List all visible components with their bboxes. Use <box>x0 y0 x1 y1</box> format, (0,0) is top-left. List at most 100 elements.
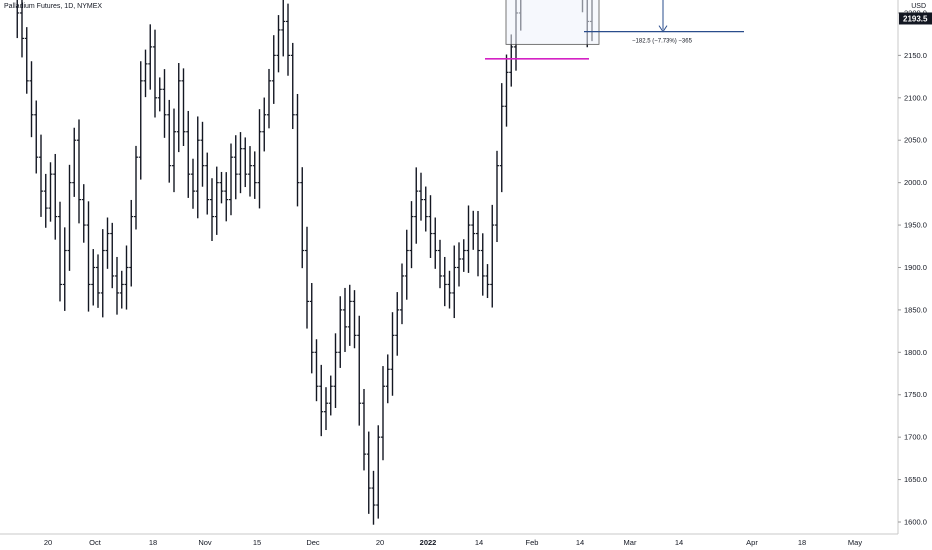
time-tick-label: Oct <box>89 538 102 547</box>
ohlc-bar <box>414 167 419 244</box>
ohlc-bar <box>153 29 157 118</box>
ohlc-bar <box>34 100 39 174</box>
ohlc-bar <box>267 68 271 129</box>
ohlc-bar <box>485 264 490 299</box>
ohlc-bar <box>134 145 138 230</box>
ohlc-bar <box>262 97 267 152</box>
ohlc-bar <box>490 204 495 308</box>
measure-down-arrowhead <box>658 25 668 33</box>
ohlc-bar <box>62 227 67 311</box>
ohlc-bar <box>210 178 214 242</box>
price-axis: 1600.0 1650.0 1700.0 1750.0 1800.0 1850.0 1900… <box>897 0 932 534</box>
ohlc-bar <box>252 151 257 199</box>
ohlc-bar <box>53 153 58 240</box>
ohlc-bar <box>376 425 381 519</box>
ohlc-bar <box>466 205 471 273</box>
ohlc-bar <box>67 164 72 271</box>
ohlc-bar <box>110 222 115 289</box>
ohlc-bar <box>20 0 24 58</box>
ohlc-bar <box>390 312 395 396</box>
price-tick-label: 2100.0 <box>904 93 927 102</box>
ohlc-bar <box>81 184 86 243</box>
ohlc-bar <box>499 83 504 193</box>
ohlc-bar <box>495 150 499 243</box>
ohlc-bar <box>442 256 447 307</box>
ohlc-bar <box>471 210 476 250</box>
price-tick-label: 1800.0 <box>904 348 927 357</box>
ohlc-bar <box>290 42 295 130</box>
ohlc-bar <box>16 0 20 39</box>
price-tick-label: 2000.0 <box>904 178 927 187</box>
ohlc-bar <box>362 388 366 471</box>
ohlc-bar <box>438 239 442 289</box>
ohlc-bar <box>504 54 509 127</box>
ohlc-bar <box>233 135 238 200</box>
ohlc-bar <box>157 77 162 112</box>
ohlc-bar <box>224 172 229 222</box>
ohlc-bar <box>181 68 186 146</box>
ohlc-bar <box>72 127 77 197</box>
ohlc-bar <box>447 270 452 309</box>
ohlc-bar <box>91 249 96 306</box>
time-tick-label: Nov <box>198 538 212 547</box>
ohlc-bar <box>480 233 485 296</box>
ohlc-bar <box>286 3 290 76</box>
ohlc-bar <box>328 375 333 416</box>
ohlc-bar <box>191 158 195 209</box>
ohlc-bar <box>305 226 309 329</box>
ohlc-bar <box>457 242 461 287</box>
ohlc-bar <box>381 366 385 461</box>
ohlc-bar <box>281 0 286 57</box>
time-tick-label: Feb <box>526 538 539 547</box>
price-tick-label: 2050.0 <box>904 136 927 145</box>
time-tick-label: Apr <box>746 538 758 547</box>
ohlc-bar <box>300 167 305 269</box>
price-tick-label: 1600.0 <box>904 518 927 527</box>
time-tick-label: 14 <box>576 538 584 547</box>
ohlc-bar <box>409 201 414 269</box>
ohlc-bar <box>357 315 362 426</box>
drawings: 89.5 (3.96%) 179−182.5 (−7.73%) −365 <box>485 0 744 60</box>
ohlc-bar <box>366 431 371 514</box>
ohlc-bar <box>138 61 143 180</box>
price-tick-label: 1700.0 <box>904 433 927 442</box>
ohlc-bar <box>195 116 200 219</box>
ohlc-bar <box>295 93 300 207</box>
ohlc-bar <box>58 201 62 302</box>
price-tick-label: 1650.0 <box>904 475 927 484</box>
ohlc-bar <box>324 387 328 431</box>
price-tick-label: 1950.0 <box>904 221 927 230</box>
range-box-bottom[interactable] <box>505 0 600 45</box>
ohlc-bar <box>176 63 181 153</box>
ohlc-bar <box>119 270 124 309</box>
ohlc-bar <box>200 121 205 187</box>
ohlc-bar <box>271 35 276 104</box>
price-tick-label: 1750.0 <box>904 390 927 399</box>
ohlc-bar <box>433 217 438 269</box>
ohlc-bar <box>343 287 347 352</box>
ohlc-bar <box>423 186 428 232</box>
ohlc-bar <box>333 333 338 408</box>
ohlc-bar <box>39 134 43 217</box>
time-tick-label: 15 <box>253 538 261 547</box>
ohlc-bar <box>43 173 48 228</box>
ohlc-bar <box>309 283 314 374</box>
currency-label: USD <box>911 3 926 10</box>
ohlc-bar <box>347 284 352 346</box>
ohlc-bar <box>143 49 148 98</box>
time-tick-label: 20 <box>376 538 384 547</box>
time-tick-label: Mar <box>624 538 637 547</box>
ohlc-bar <box>77 119 81 224</box>
ohlc-bar <box>352 290 357 349</box>
ohlc-bar <box>86 201 91 312</box>
ohlc-bar <box>129 199 134 287</box>
price-tick-label: 1900.0 <box>904 263 927 272</box>
time-tick-label: 14 <box>675 538 683 547</box>
ohlc-bar <box>400 263 404 325</box>
ohlc-bar <box>461 239 466 272</box>
ohlc-bar <box>96 254 100 308</box>
ohlc-bar <box>395 292 400 356</box>
ohlc-bar <box>476 210 480 277</box>
symbol-title: Palladium Futures, 1D, NYMEX <box>4 3 103 10</box>
